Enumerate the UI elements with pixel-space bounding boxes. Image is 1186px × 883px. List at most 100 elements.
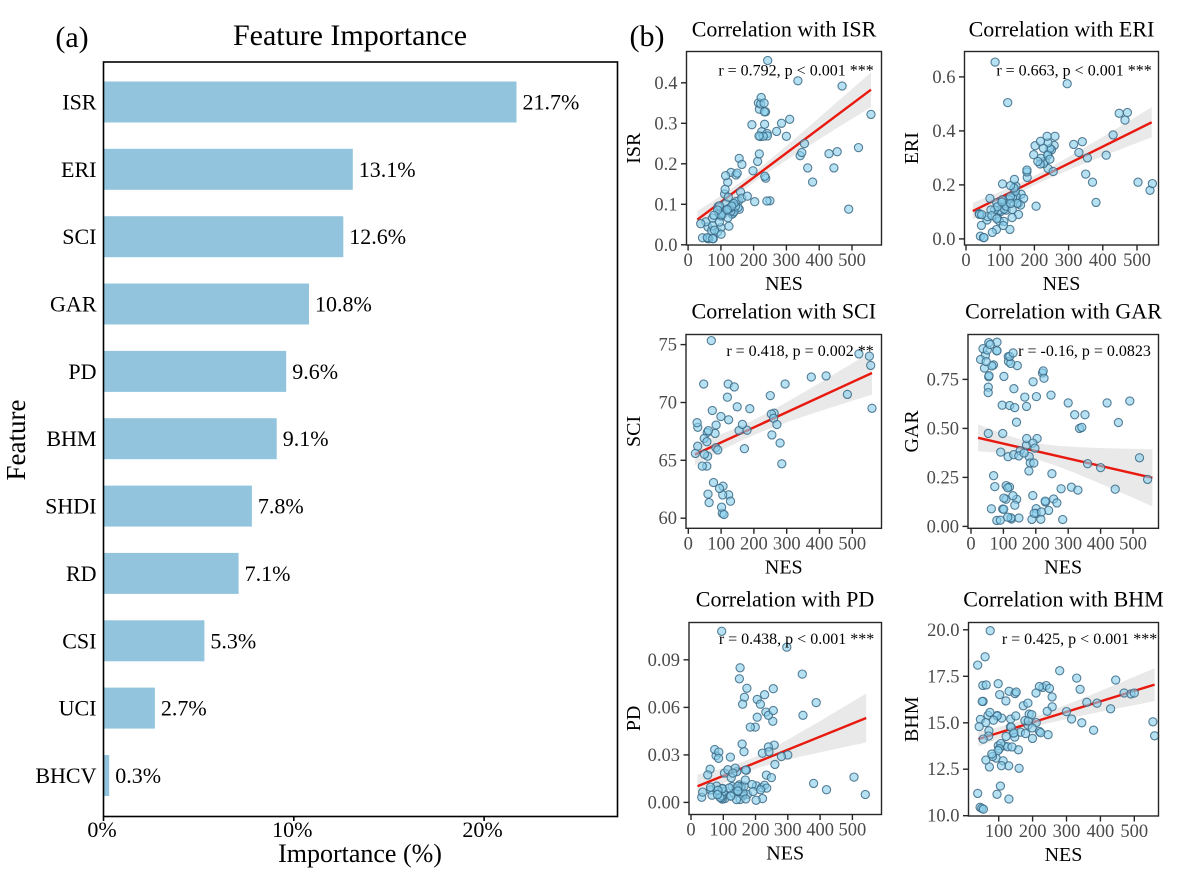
svg-text:0.75: 0.75	[927, 370, 959, 390]
svg-text:60: 60	[659, 509, 678, 529]
svg-text:0.6: 0.6	[932, 68, 955, 88]
svg-text:r = 0.418, p = 0.002 **: r = 0.418, p = 0.002 **	[726, 343, 873, 360]
svg-text:65: 65	[659, 451, 678, 471]
svg-text:100: 100	[707, 534, 735, 554]
svg-text:100: 100	[985, 822, 1013, 842]
svg-text:Feature Importance: Feature Importance	[233, 19, 467, 52]
svg-text:75: 75	[659, 336, 678, 356]
svg-text:10.0: 10.0	[927, 807, 959, 827]
svg-text:BHM: BHM	[901, 696, 923, 742]
svg-text:0.0: 0.0	[654, 236, 677, 256]
svg-text:12.6%: 12.6%	[349, 224, 406, 249]
svg-text:20.0: 20.0	[927, 621, 959, 641]
svg-text:Correlation with ERI: Correlation with ERI	[969, 17, 1155, 42]
svg-text:ISR: ISR	[62, 90, 97, 115]
svg-text:BHM: BHM	[46, 426, 96, 451]
svg-text:ERI: ERI	[61, 157, 96, 182]
svg-text:7.8%: 7.8%	[258, 494, 304, 519]
svg-text:PD: PD	[68, 359, 96, 384]
svg-text:500: 500	[838, 534, 866, 554]
svg-text:300: 300	[1055, 251, 1083, 271]
svg-text:100: 100	[986, 251, 1014, 271]
svg-text:Correlation with ISR: Correlation with ISR	[692, 17, 877, 42]
svg-text:r = -0.16, p = 0.0823: r = -0.16, p = 0.0823	[1018, 343, 1151, 360]
svg-text:0.00: 0.00	[648, 793, 680, 813]
svg-text:r = 0.438, p < 0.001 ***: r = 0.438, p < 0.001 ***	[719, 631, 874, 648]
svg-text:0.06: 0.06	[648, 698, 680, 718]
svg-text:9.1%: 9.1%	[283, 426, 329, 451]
svg-text:0.4: 0.4	[654, 74, 677, 94]
svg-text:500: 500	[1119, 534, 1147, 554]
svg-text:0.03: 0.03	[648, 746, 680, 766]
svg-text:10.8%: 10.8%	[315, 292, 372, 317]
svg-text:200: 200	[1019, 822, 1047, 842]
svg-text:12.5: 12.5	[927, 760, 959, 780]
svg-text:SCI: SCI	[62, 224, 96, 249]
svg-text:200: 200	[740, 534, 768, 554]
svg-text:500: 500	[1120, 822, 1148, 842]
svg-text:NES: NES	[1043, 273, 1081, 295]
svg-text:0: 0	[683, 251, 692, 271]
svg-text:SCI: SCI	[623, 416, 645, 447]
svg-text:0%: 0%	[87, 817, 116, 842]
svg-text:GAR: GAR	[901, 410, 923, 453]
svg-text:400: 400	[805, 251, 833, 271]
svg-text:300: 300	[773, 534, 801, 554]
svg-text:100: 100	[990, 534, 1018, 554]
svg-text:7.1%: 7.1%	[245, 561, 291, 586]
svg-text:Correlation with PD: Correlation with PD	[696, 587, 874, 612]
svg-text:SHDI: SHDI	[45, 494, 96, 519]
svg-text:(b): (b)	[630, 20, 665, 53]
svg-text:20%: 20%	[462, 817, 502, 842]
svg-text:9.6%: 9.6%	[292, 359, 338, 384]
svg-text:300: 300	[774, 821, 802, 841]
svg-text:0.2: 0.2	[654, 155, 677, 175]
svg-text:17.5: 17.5	[927, 667, 959, 687]
svg-text:PD: PD	[623, 706, 645, 732]
svg-text:70: 70	[659, 394, 678, 414]
svg-text:300: 300	[1054, 534, 1082, 554]
svg-text:0.3: 0.3	[654, 114, 677, 134]
svg-text:0.50: 0.50	[927, 419, 959, 439]
svg-text:500: 500	[838, 251, 866, 271]
svg-text:Correlation with SCI: Correlation with SCI	[692, 299, 877, 324]
svg-text:13.1%: 13.1%	[359, 157, 416, 182]
svg-text:0.3%: 0.3%	[115, 763, 161, 788]
svg-text:BHCV: BHCV	[35, 763, 96, 788]
svg-text:NES: NES	[765, 556, 803, 578]
svg-text:500: 500	[1123, 251, 1151, 271]
svg-text:NES: NES	[765, 273, 803, 295]
svg-text:NES: NES	[766, 843, 804, 865]
svg-text:400: 400	[1087, 534, 1115, 554]
svg-text:0.25: 0.25	[927, 468, 959, 488]
svg-text:0.2: 0.2	[932, 176, 955, 196]
svg-text:r = 0.663, p < 0.001 ***: r = 0.663, p < 0.001 ***	[996, 63, 1151, 80]
svg-text:0.1: 0.1	[654, 195, 677, 215]
svg-text:0.09: 0.09	[648, 651, 680, 671]
svg-text:10%: 10%	[272, 817, 312, 842]
svg-text:200: 200	[742, 821, 770, 841]
svg-text:RD: RD	[66, 561, 97, 586]
svg-text:Correlation with GAR: Correlation with GAR	[965, 299, 1162, 324]
svg-text:0: 0	[966, 534, 975, 554]
svg-text:Importance (%): Importance (%)	[278, 839, 442, 868]
svg-text:ERI: ERI	[901, 132, 923, 164]
svg-text:400: 400	[806, 534, 834, 554]
svg-text:NES: NES	[1045, 844, 1083, 866]
svg-text:200: 200	[1021, 251, 1049, 271]
svg-text:15.0: 15.0	[927, 714, 959, 734]
svg-text:100: 100	[707, 251, 735, 271]
svg-text:r = 0.792, p < 0.001 ***: r = 0.792, p < 0.001 ***	[718, 63, 873, 80]
svg-text:0.00: 0.00	[927, 517, 959, 537]
svg-text:5.3%: 5.3%	[210, 628, 256, 653]
svg-text:400: 400	[806, 821, 834, 841]
svg-text:ISR: ISR	[623, 132, 645, 164]
svg-text:400: 400	[1089, 251, 1117, 271]
svg-text:21.7%: 21.7%	[523, 90, 580, 115]
svg-text:200: 200	[1022, 534, 1050, 554]
svg-text:100: 100	[709, 821, 737, 841]
svg-text:200: 200	[740, 251, 768, 271]
svg-text:CSI: CSI	[62, 628, 96, 653]
svg-text:500: 500	[839, 821, 867, 841]
svg-text:0: 0	[686, 821, 695, 841]
